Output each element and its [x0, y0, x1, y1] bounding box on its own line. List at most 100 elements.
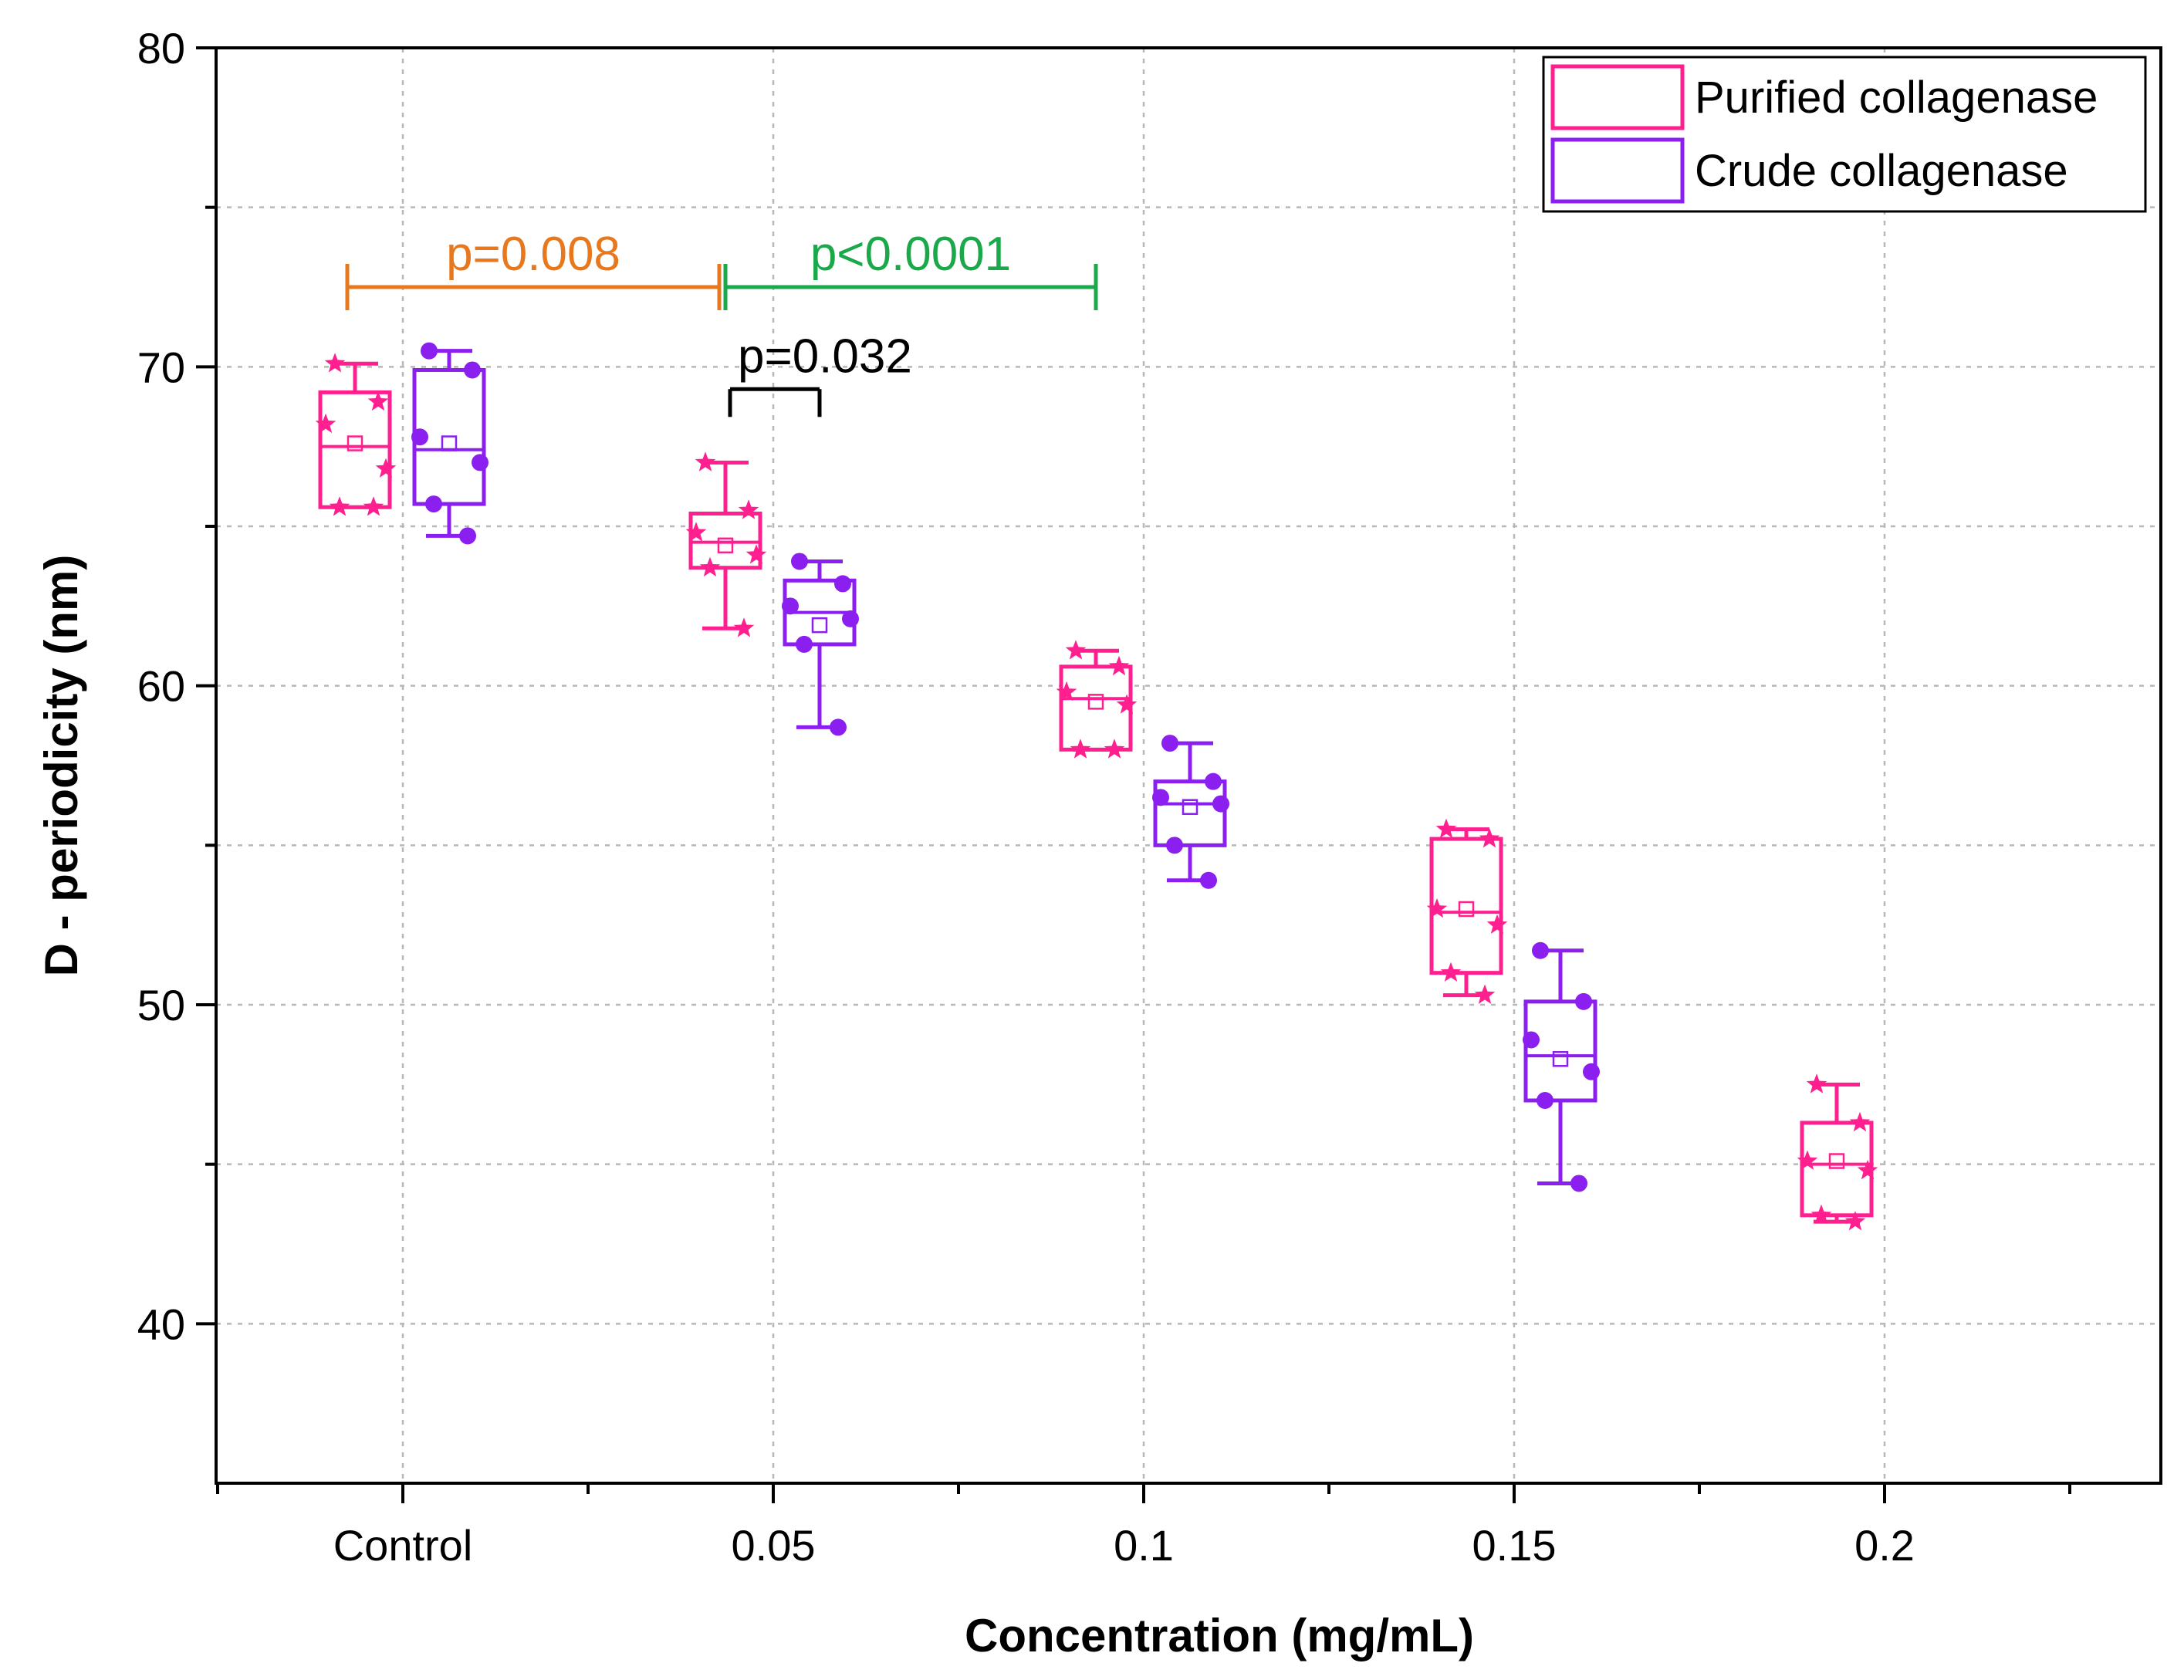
data-point-circle	[1212, 795, 1229, 813]
box-star-Control	[315, 353, 397, 516]
x-tick-label: 0.1	[1114, 1521, 1174, 1570]
data-point-circle	[411, 428, 428, 446]
data-point-star	[1056, 681, 1077, 701]
y-axis-title: D - periodicity (nm)	[35, 555, 87, 977]
data-point-star	[1435, 818, 1457, 838]
box-star-0.15	[1426, 818, 1508, 1004]
data-point-star	[367, 390, 389, 411]
data-point-circle	[1532, 941, 1549, 959]
mean-marker	[1828, 1153, 1845, 1169]
y-tick-label: 70	[137, 343, 185, 391]
legend: Purified collagenase Crude collagenase	[1542, 56, 2147, 213]
significance-bracket: p=0.032	[728, 330, 912, 417]
data-point-star	[745, 544, 767, 564]
data-point-circle	[1152, 789, 1169, 806]
mean-marker	[1458, 901, 1475, 918]
x-tick-label: 0.2	[1854, 1521, 1915, 1570]
y-tick-label: 60	[137, 662, 185, 711]
mean-marker	[441, 435, 458, 451]
data-point-circle	[796, 635, 813, 653]
data-point-circle	[1161, 735, 1178, 752]
y-axis: 40 50 60 70 80	[137, 24, 216, 1348]
p-value-label: p<0.0001	[810, 228, 1011, 281]
data-point-star	[733, 617, 755, 637]
x-tick-label: 0.05	[732, 1521, 816, 1570]
plot-area	[315, 342, 1878, 1231]
p-value-label: p=0.032	[738, 330, 912, 383]
box-iqr	[688, 511, 762, 570]
box-iqr	[1523, 999, 1597, 1103]
data-point-circle	[791, 553, 808, 570]
significance-bracket: p<0.0001	[723, 228, 1098, 310]
legend-label: Crude collagenase	[1695, 146, 2068, 196]
data-point-star	[738, 499, 759, 519]
box-circle-0.15	[1523, 941, 1600, 1192]
mean-marker	[347, 435, 363, 451]
mean-marker	[811, 617, 828, 634]
legend-label: Purified collagenase	[1695, 73, 2098, 123]
data-point-star	[1426, 898, 1448, 918]
data-point-star	[1844, 1211, 1866, 1231]
data-point-star	[1479, 828, 1500, 848]
data-point-circle	[842, 610, 859, 627]
data-point-circle	[1537, 1092, 1553, 1109]
legend-swatch	[1550, 137, 1685, 204]
box-star-0.2	[1797, 1073, 1878, 1231]
data-point-star	[1806, 1073, 1827, 1094]
data-point-star	[1857, 1159, 1878, 1180]
data-point-circle	[459, 527, 476, 545]
data-point-star	[1797, 1150, 1818, 1170]
y-tick-label: 40	[137, 1300, 185, 1348]
x-tick-label: Control	[333, 1521, 473, 1570]
significance-bracket: p=0.008	[345, 228, 722, 310]
y-tick-label: 50	[137, 981, 185, 1029]
data-point-circle	[834, 575, 851, 593]
significance-annotations: p=0.008 p<0.0001 p=0.032	[345, 228, 1098, 417]
mean-marker	[1552, 1051, 1569, 1067]
data-point-star	[1070, 739, 1091, 759]
data-point-circle	[782, 597, 799, 615]
data-point-star	[1065, 640, 1087, 660]
data-point-star	[375, 458, 397, 478]
data-point-star	[1108, 655, 1130, 676]
mean-marker	[1182, 799, 1198, 815]
x-axis: Control 0.05 0.1 0.15 0.2	[216, 1483, 2071, 1570]
data-point-circle	[830, 718, 847, 736]
data-point-star	[1474, 984, 1496, 1004]
data-point-star	[685, 522, 707, 542]
data-point-star	[699, 556, 721, 577]
mean-marker	[717, 537, 734, 554]
data-point-star	[1486, 914, 1508, 934]
data-point-circle	[1523, 1031, 1540, 1049]
data-point-star	[1104, 739, 1125, 759]
box-star-0.05	[685, 451, 767, 637]
data-point-circle	[1583, 1063, 1600, 1080]
data-point-circle	[472, 454, 489, 472]
data-point-star	[329, 496, 350, 516]
data-point-star	[1810, 1204, 1832, 1225]
box-iqr	[1059, 664, 1133, 752]
data-point-circle	[1205, 772, 1222, 790]
data-point-star	[695, 451, 716, 472]
data-point-circle	[1200, 871, 1217, 889]
data-point-circle	[1570, 1175, 1587, 1192]
axes-frame	[215, 46, 2162, 1485]
data-point-star	[324, 353, 346, 373]
data-point-circle	[464, 361, 481, 379]
data-point-star	[1849, 1111, 1871, 1132]
box-star-0.1	[1056, 640, 1138, 759]
legend-swatch	[1550, 64, 1685, 130]
box-circle-0.1	[1152, 735, 1229, 889]
data-point-circle	[1166, 837, 1183, 854]
y-tick-label: 80	[137, 24, 185, 73]
box-circle-0.05	[782, 553, 859, 736]
data-point-star	[1116, 694, 1138, 714]
data-point-star	[363, 496, 384, 516]
data-point-star	[315, 413, 336, 434]
data-point-circle	[1575, 992, 1592, 1010]
data-point-circle	[425, 495, 442, 513]
data-point-circle	[421, 342, 438, 360]
data-point-star	[1440, 962, 1462, 982]
mean-marker	[1087, 694, 1104, 710]
